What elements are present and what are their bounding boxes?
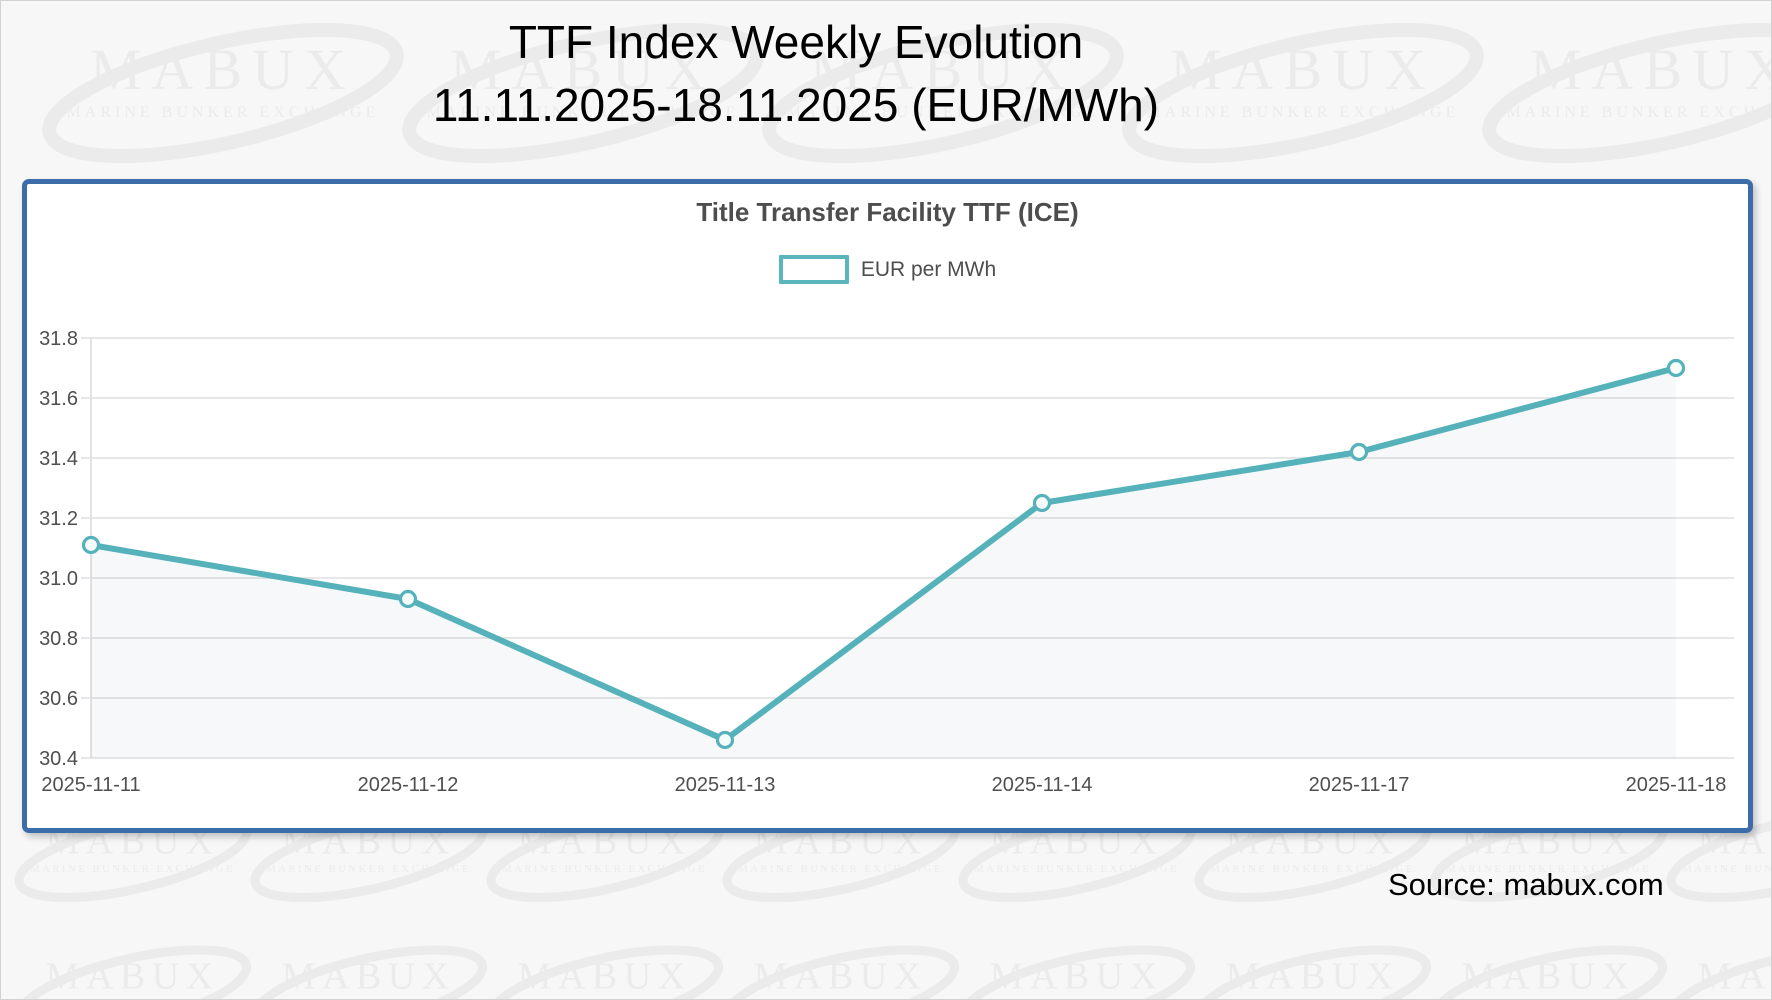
watermark-brand: MABUX bbox=[990, 956, 1164, 998]
y-axis-label: 30.4 bbox=[39, 748, 78, 770]
watermark-tagline: MARINE BUNKER EXCHANGE bbox=[266, 864, 471, 875]
data-point[interactable] bbox=[715, 730, 735, 750]
watermark-tagline: MARINE BUNKER EXCHANGE bbox=[787, 104, 1100, 121]
watermark-tagline: MARINE BUNKER EXCHANGE bbox=[1446, 864, 1651, 875]
watermark-brand: MABUX bbox=[46, 956, 220, 998]
data-point[interactable] bbox=[81, 535, 101, 555]
y-axis-label: 31.4 bbox=[39, 448, 78, 470]
watermark-brand: MABUX bbox=[1170, 37, 1436, 102]
watermark-swoosh bbox=[762, 22, 1124, 164]
source-attribution: Source: mabux.com bbox=[1388, 867, 1664, 902]
ttf-line-chart: 30.4 30.6 30.8 31.0 31.2 31.4 31.6 31.8 2025-11-… bbox=[39, 328, 1734, 796]
watermark-swoosh bbox=[14, 945, 252, 999]
mabux-watermark: MABUX MARINE BUNKER EXCHANGE bbox=[1482, 22, 1772, 164]
chart-panel: Title Transfer Facility TTF (ICE) EUR pe… bbox=[22, 179, 1753, 833]
data-point[interactable] bbox=[1032, 493, 1052, 513]
data-point[interactable] bbox=[398, 589, 418, 609]
watermark-brand: MABUX bbox=[1462, 956, 1636, 998]
watermark-tagline: MARINE BUNKER EXCHANGE bbox=[30, 999, 235, 1000]
mabux-watermark: MABUX MARINE BUNKER EXCHANGE bbox=[762, 22, 1124, 164]
watermark-swoosh bbox=[402, 22, 764, 164]
watermark-brand: MABUX bbox=[282, 956, 456, 998]
watermark-tagline: MARINE BUNKER EXCHANGE bbox=[1210, 864, 1415, 875]
watermark-tagline: MARINE BUNKER EXCHANGE bbox=[974, 864, 1179, 875]
x-axis-label: 2025-11-17 bbox=[1309, 774, 1410, 796]
x-axis-label: 2025-11-12 bbox=[358, 774, 459, 796]
data-point[interactable] bbox=[1349, 442, 1369, 462]
x-axis-label: 2025-11-11 bbox=[41, 774, 140, 796]
watermark-tagline: MARINE BUNKER EXCHANGE bbox=[67, 104, 380, 121]
watermark-brand: MABUX bbox=[518, 956, 692, 998]
watermark-brand: MABUX bbox=[1530, 37, 1772, 102]
watermark-swoosh bbox=[250, 945, 488, 999]
y-axis-label: 30.6 bbox=[39, 688, 78, 710]
chart-legend[interactable]: EUR per MWh bbox=[27, 255, 1748, 284]
watermark-tagline: MARINE BUNKER EXCHANGE bbox=[1210, 999, 1415, 1000]
watermark-tagline: MARINE BUNKER EXCHANGE bbox=[502, 864, 707, 875]
watermark-tagline: MARINE BUNKER EXCHANGE bbox=[1682, 999, 1772, 1000]
watermark-tagline: MARINE BUNKER EXCHANGE bbox=[30, 864, 235, 875]
x-axis-label: 2025-11-18 bbox=[1626, 774, 1727, 796]
y-axis-label: 31.8 bbox=[39, 328, 78, 350]
watermark-tagline: MARINE BUNKER EXCHANGE bbox=[1147, 104, 1460, 121]
watermark-tagline: MARINE BUNKER EXCHANGE bbox=[1446, 999, 1651, 1000]
legend-label: EUR per MWh bbox=[860, 257, 997, 281]
watermark-swoosh bbox=[42, 22, 404, 164]
watermark-tagline: MARINE BUNKER EXCHANGE bbox=[974, 999, 1179, 1000]
watermark-swoosh bbox=[1122, 22, 1484, 164]
watermark-tagline: MARINE BUNKER EXCHANGE bbox=[1507, 104, 1772, 121]
chart-title: Title Transfer Facility TTF (ICE) bbox=[696, 197, 1079, 227]
watermark-brand: MABUX bbox=[1698, 956, 1772, 998]
mabux-watermark: MABUX MARINE BUNKER EXCHANGE bbox=[1122, 22, 1484, 164]
x-axis-label: 2025-11-14 bbox=[992, 774, 1093, 796]
watermark-swoosh bbox=[486, 945, 724, 999]
mabux-watermark: MABUX MARINE BUNKER EXCHANGE bbox=[402, 22, 764, 164]
y-axis-label: 31.2 bbox=[39, 508, 78, 530]
series-line bbox=[88, 365, 1679, 743]
watermark-tagline: MARINE BUNKER EXCHANGE bbox=[427, 104, 740, 121]
watermark-tagline: MARINE BUNKER EXCHANGE bbox=[266, 999, 471, 1000]
series-area-fill bbox=[91, 368, 1676, 758]
y-axis-label: 31.6 bbox=[39, 388, 78, 410]
watermark-swoosh bbox=[722, 945, 960, 999]
page-title-line1: TTF Index Weekly Evolution bbox=[508, 16, 1084, 68]
watermark-brand: MABUX bbox=[810, 37, 1076, 102]
legend-swatch bbox=[778, 255, 849, 284]
watermark-brand: MABUX bbox=[450, 37, 716, 102]
page-title-line2: 11.11.2025-18.11.2025 (EUR/MWh) bbox=[432, 79, 1160, 131]
mabux-watermark: MABUX MARINE BUNKER EXCHANGE bbox=[42, 22, 404, 164]
watermark-tagline: MARINE BUNKER EXCHANGE bbox=[502, 999, 707, 1000]
watermark-tagline: MARINE BUNKER EXCHANGE bbox=[1682, 864, 1772, 875]
watermark-tagline: MARINE BUNKER EXCHANGE bbox=[738, 864, 943, 875]
watermark-brand: MABUX bbox=[754, 956, 928, 998]
watermark-swoosh bbox=[1430, 945, 1668, 999]
y-axis-label: 30.8 bbox=[39, 628, 78, 650]
watermark-swoosh bbox=[1666, 810, 1771, 903]
page-title: TTF Index Weekly Evolution 11.11.2025-18… bbox=[1, 11, 1591, 137]
watermark-brand: MABUX bbox=[1226, 956, 1400, 998]
watermark-swoosh bbox=[958, 945, 1196, 999]
y-axis-label: 31.0 bbox=[39, 568, 78, 590]
watermark-tagline: MARINE BUNKER EXCHANGE bbox=[738, 999, 943, 1000]
watermark-swoosh bbox=[1482, 22, 1771, 164]
x-axis-label: 2025-11-13 bbox=[675, 774, 776, 796]
watermark-brand: MABUX bbox=[90, 37, 356, 102]
watermark-swoosh bbox=[1194, 945, 1432, 999]
data-point[interactable] bbox=[1666, 358, 1686, 378]
